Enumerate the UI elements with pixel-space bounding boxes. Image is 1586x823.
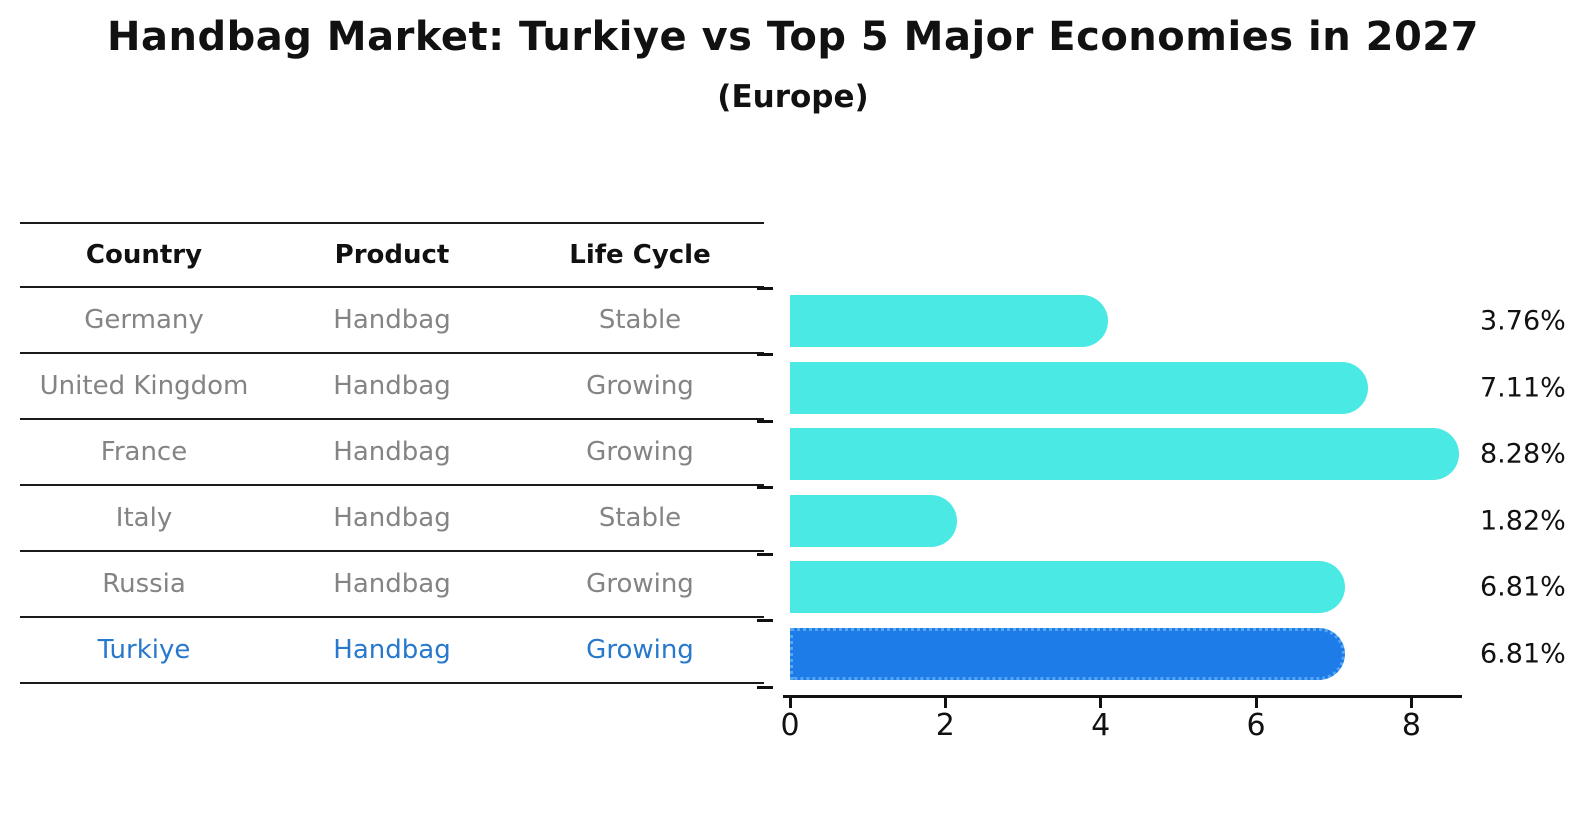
bar-chart-plot-area [790,288,1460,688]
cell-life-cycle: Growing [586,437,694,467]
chart-title: Handbag Market: Turkiye vs Top 5 Major E… [107,14,1479,60]
chart-subtitle: (Europe) [717,79,869,115]
x-axis-tick-label: 4 [1091,708,1111,743]
cell-country: Russia [102,569,186,599]
bar-france [790,428,1460,480]
column-header-life-cycle: Life Cycle [569,240,711,270]
value-label-italy: 1.82% [1480,505,1566,537]
cell-life-cycle: Growing [586,371,694,401]
cell-product: Handbag [333,569,451,599]
y-axis-tick [757,353,773,356]
y-axis-tick [757,286,773,290]
table-body: Germany Handbag Stable United Kingdom Handba… [20,288,764,684]
x-axis-line [783,695,1462,698]
table-row-russia: Russia Handbag Growing [20,552,764,618]
cell-country: Italy [115,503,173,533]
x-axis-tick [1099,698,1103,708]
cell-product: Handbag [333,371,451,401]
x-axis-tick [943,698,947,708]
x-axis-tick-label: 2 [935,708,955,743]
cell-life-cycle: Stable [598,305,682,335]
cell-country: United Kingdom [39,371,249,401]
table-header-row: Country Product Life Cycle [20,222,764,288]
table-row-united-kingdom: United Kingdom Handbag Growing [20,354,764,420]
bar-germany [790,295,1109,347]
x-axis-tick-label: 0 [780,708,800,743]
x-axis-tick-label: 8 [1401,708,1421,743]
cell-country: France [100,437,188,467]
y-axis-tick [757,486,773,489]
cell-country: Germany [84,305,204,335]
y-axis-tick [757,419,773,423]
cell-life-cycle: Growing [586,635,694,665]
value-label-russia: 6.81% [1480,571,1566,603]
cell-product: Handbag [333,305,451,335]
bar-russia [790,561,1345,613]
y-axis-tick [757,685,773,689]
x-axis-tick-label: 6 [1246,708,1266,743]
column-header-product: Product [334,240,450,270]
x-axis-tick [1409,698,1413,708]
value-label-turkiye: 6.81% [1480,638,1566,670]
x-axis-tick [788,698,792,708]
value-label-united-kingdom: 7.11% [1480,372,1566,404]
cell-product: Handbag [333,635,451,665]
country-table: Country Product Life Cycle Germany Handba… [20,222,764,684]
bar-united-kingdom [790,361,1369,414]
bar-italy [790,494,958,547]
cell-country: Turkiye [97,635,191,665]
y-axis-tick [757,619,773,622]
table-row-germany: Germany Handbag Stable [20,288,764,354]
table-row-turkiye: Turkiye Handbag Growing [20,618,764,684]
bar-turkiye [790,627,1345,680]
x-axis-tick [1254,698,1258,708]
cell-product: Handbag [333,437,451,467]
cell-life-cycle: Growing [586,569,694,599]
cell-product: Handbag [333,503,451,533]
value-label-germany: 3.76% [1480,305,1566,337]
column-header-country: Country [85,240,203,270]
table-row-france: France Handbag Growing [20,420,764,486]
value-label-france: 8.28% [1480,438,1566,470]
cell-life-cycle: Stable [598,503,682,533]
table-row-italy: Italy Handbag Stable [20,486,764,552]
y-axis-tick [757,552,773,556]
